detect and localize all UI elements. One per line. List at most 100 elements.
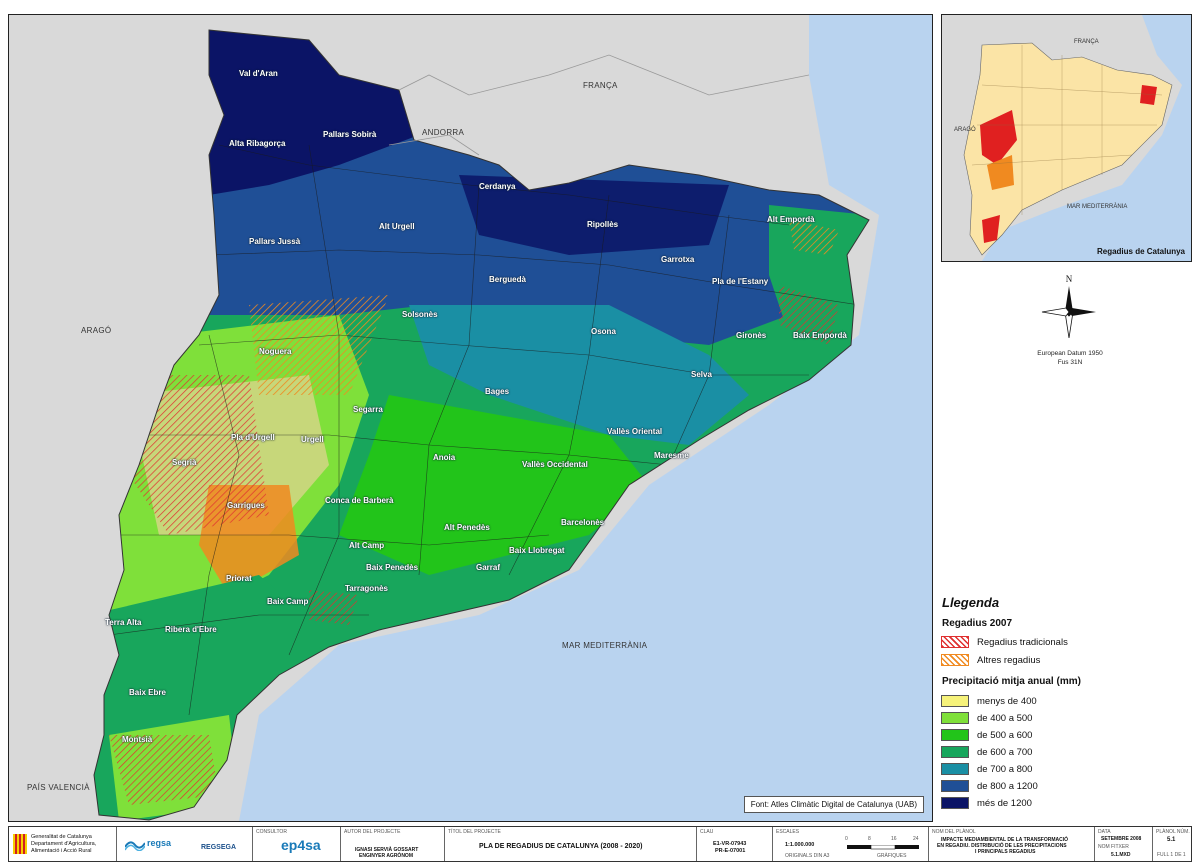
legend-swatch bbox=[941, 746, 969, 758]
plan-title-3: I PRINCIPALS REGADIUS bbox=[975, 849, 1036, 855]
legend-swatch bbox=[941, 712, 969, 724]
legend-label: de 400 a 500 bbox=[977, 712, 1033, 724]
region-label: Terra Alta bbox=[105, 618, 142, 627]
scale-sub-graphic: GRÀFIQUES bbox=[877, 853, 907, 859]
region-label: Pla d'Urgell bbox=[231, 433, 275, 442]
region-label: Gironès bbox=[736, 331, 767, 340]
region-label: Anoia bbox=[433, 453, 456, 462]
scale-tick: 0 bbox=[845, 836, 848, 842]
key-cell: CLAU E1-VR-07943 PR-E-07001 bbox=[697, 827, 773, 861]
region-label: Berguedà bbox=[489, 275, 526, 284]
sheet-number: 5.1 bbox=[1167, 837, 1176, 843]
legend-precip-title: Precipitació mitja anual (mm) bbox=[942, 676, 1081, 687]
region-label: Ribera d'Ebre bbox=[165, 625, 217, 634]
region-label: Bages bbox=[485, 387, 510, 396]
scale-cell: ESCALES 1:1.000.000 ORIGINALS DIN A3 GRÀ… bbox=[773, 827, 929, 861]
legend-swatch bbox=[941, 636, 969, 648]
date-value: SETEMBRE 2008 bbox=[1101, 836, 1142, 842]
inset-title: Regadius de Catalunya bbox=[1096, 247, 1185, 256]
org-name: Generalitat de Catalunya bbox=[31, 834, 92, 840]
region-label: Osona bbox=[591, 327, 616, 336]
legend-label: menys de 400 bbox=[977, 695, 1037, 707]
legend-label: de 800 a 1200 bbox=[977, 780, 1038, 792]
region-label: Pallars Sobirà bbox=[323, 130, 377, 139]
file-label: NOM FITXER bbox=[1098, 844, 1129, 850]
legend-swatch bbox=[941, 654, 969, 666]
region-label: Montsià bbox=[122, 735, 153, 744]
main-map[interactable]: Val d'Aran Pallars Sobirà Alta Ribagorça… bbox=[8, 14, 933, 822]
country-label-pais-valencia: PAÍS VALENCIÀ bbox=[27, 783, 90, 792]
region-label: Baix Llobregat bbox=[509, 546, 565, 555]
legend-label: Altres regadius bbox=[977, 654, 1041, 666]
plan-title-1: IMPACTE MEDIAMBIENTAL DE LA TRANSFORMACI… bbox=[941, 837, 1069, 843]
region-label: Selva bbox=[691, 370, 712, 379]
region-label: Pla de l'Estany bbox=[712, 277, 769, 286]
region-label: Baix Penedès bbox=[366, 563, 419, 572]
datum-note: European Datum 1950 Fus 31N bbox=[1030, 349, 1110, 367]
scale-label: ESCALES bbox=[776, 829, 800, 835]
legend-item: més de 1200 bbox=[941, 796, 1032, 810]
region-label: Conca de Barberà bbox=[325, 496, 394, 505]
datum-zone: Fus 31N bbox=[1057, 359, 1083, 366]
region-label: Alt Penedès bbox=[444, 523, 490, 532]
legend-swatch bbox=[941, 763, 969, 775]
north-letter: N bbox=[1066, 274, 1073, 284]
inset-label-sea: MAR MEDITERRÀNIA bbox=[1067, 204, 1128, 210]
region-label: Garrotxa bbox=[661, 255, 695, 264]
region-label: Baix Ebre bbox=[129, 688, 166, 697]
inset-label-arago: ARAGÓ bbox=[954, 127, 976, 133]
region-label: Barcelonès bbox=[561, 518, 605, 527]
scale-tick: 16 bbox=[891, 836, 897, 842]
country-label-arago: ARAGÓ bbox=[81, 326, 112, 335]
regsa-logo-icon bbox=[125, 841, 145, 851]
legend-swatch bbox=[941, 729, 969, 741]
project-label: TÍTOL DEL PROJECTE bbox=[448, 829, 501, 835]
legend-title: Llegenda bbox=[942, 595, 1000, 610]
source-note: Font: Atles Climàtic Digital de Cataluny… bbox=[743, 796, 924, 813]
scale-sub-originals: ORIGINALS DIN A3 bbox=[785, 853, 830, 859]
legend: Llegenda Regadius 2007 Regadius tradicio… bbox=[938, 588, 1193, 820]
consultor-cell: CONSULTOR ep4sa bbox=[253, 827, 341, 861]
region-label: Tarragonès bbox=[345, 584, 388, 593]
region-label: Priorat bbox=[226, 574, 252, 583]
author-cell: AUTOR DEL PROJECTE IGNASI SERVIÀ GOSSART… bbox=[341, 827, 445, 861]
region-label: Cerdanya bbox=[479, 182, 516, 191]
legend-item: de 800 a 1200 bbox=[941, 779, 1038, 793]
key-code-2: PR-E-07001 bbox=[715, 848, 746, 854]
region-label: Segarra bbox=[353, 405, 383, 414]
scale-value: 1:1.000.000 bbox=[785, 842, 815, 848]
project-title: PLA DE REGADIUS DE CATALUNYA (2008 - 202… bbox=[479, 843, 643, 850]
legend-swatch bbox=[941, 797, 969, 809]
file-value: 5.1.MXD bbox=[1111, 852, 1131, 858]
plan-label: NOM DEL PLÀNOL bbox=[932, 829, 976, 835]
scale-tick: 8 bbox=[868, 836, 871, 842]
author-name: IGNASI SERVIÀ GOSSART bbox=[355, 847, 419, 853]
region-label: Pallars Jussà bbox=[249, 237, 301, 246]
region-label: Ripollès bbox=[587, 220, 619, 229]
legend-label: de 600 a 700 bbox=[977, 746, 1033, 758]
scale-tick: 24 bbox=[913, 836, 919, 842]
legend-item: de 700 a 800 bbox=[941, 762, 1032, 776]
legend-swatch bbox=[941, 695, 969, 707]
region-label: Segrià bbox=[172, 458, 197, 467]
logos-cell: regsa REGSEGA bbox=[117, 827, 253, 861]
sheet-cell: PLÀNOL NÚM. 5.1 FULL 1 DE 1 bbox=[1153, 827, 1191, 861]
region-label: Garrigues bbox=[227, 501, 265, 510]
region-label: Vallès Oriental bbox=[607, 427, 663, 436]
region-label: Noguera bbox=[259, 347, 292, 356]
inset-map[interactable]: FRANÇA ARAGÓ MAR MEDITERRÀNIA Regadius d… bbox=[941, 14, 1192, 262]
region-label: Solsonès bbox=[402, 310, 438, 319]
legend-item: Altres regadius bbox=[941, 653, 1040, 667]
consultor-logo: ep4sa bbox=[281, 837, 321, 853]
author-title: ENGINYER AGRÒNOM bbox=[359, 853, 413, 859]
date-cell: DATA SETEMBRE 2008 NOM FITXER 5.1.MXD bbox=[1095, 827, 1153, 861]
datum-line: European Datum 1950 bbox=[1037, 350, 1103, 357]
regsa-logo: regsa bbox=[147, 838, 172, 848]
legend-label: de 500 a 600 bbox=[977, 729, 1033, 741]
scale-bar bbox=[847, 845, 919, 850]
region-label: Baix Camp bbox=[267, 597, 309, 606]
key-label: CLAU bbox=[700, 829, 714, 835]
compass-rose-icon: N bbox=[1041, 274, 1096, 339]
plan-name-cell: NOM DEL PLÀNOL IMPACTE MEDIAMBIENTAL DE … bbox=[929, 827, 1095, 861]
legend-swatch bbox=[941, 780, 969, 792]
